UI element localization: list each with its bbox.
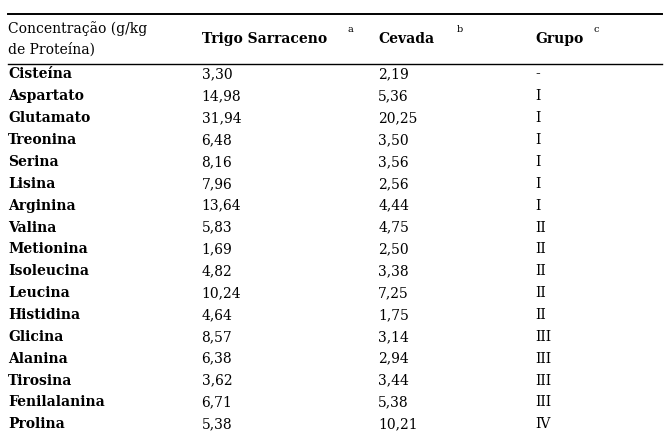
Text: I: I <box>535 177 541 191</box>
Text: 7,96: 7,96 <box>202 177 232 191</box>
Text: Glutamato: Glutamato <box>8 111 90 125</box>
Text: Grupo: Grupo <box>535 32 584 46</box>
Text: 3,56: 3,56 <box>379 155 409 169</box>
Text: II: II <box>535 308 546 322</box>
Text: c: c <box>594 25 600 34</box>
Text: Concentração (g/kg: Concentração (g/kg <box>8 21 147 36</box>
Text: 4,64: 4,64 <box>202 308 232 322</box>
Text: 5,38: 5,38 <box>202 418 232 431</box>
Text: 2,94: 2,94 <box>379 352 409 366</box>
Text: Histidina: Histidina <box>8 308 80 322</box>
Text: III: III <box>535 352 551 366</box>
Text: 4,75: 4,75 <box>379 220 409 234</box>
Text: Trigo Sarraceno: Trigo Sarraceno <box>202 32 327 46</box>
Text: Cisteína: Cisteína <box>8 68 72 82</box>
Text: 1,69: 1,69 <box>202 243 232 256</box>
Text: IV: IV <box>535 418 551 431</box>
Text: II: II <box>535 286 546 300</box>
Text: I: I <box>535 199 541 213</box>
Text: III: III <box>535 395 551 409</box>
Text: 13,64: 13,64 <box>202 199 241 213</box>
Text: de Proteína): de Proteína) <box>8 43 95 57</box>
Text: 20,25: 20,25 <box>379 111 417 125</box>
Text: I: I <box>535 111 541 125</box>
Text: 6,38: 6,38 <box>202 352 232 366</box>
Text: Treonina: Treonina <box>8 133 77 147</box>
Text: Tirosina: Tirosina <box>8 374 72 388</box>
Text: I: I <box>535 89 541 103</box>
Text: Metionina: Metionina <box>8 243 88 256</box>
Text: I: I <box>535 155 541 169</box>
Text: 5,36: 5,36 <box>379 89 409 103</box>
Text: 2,19: 2,19 <box>379 68 409 82</box>
Text: b: b <box>457 25 464 34</box>
Text: a: a <box>347 25 353 34</box>
Text: 7,25: 7,25 <box>379 286 409 300</box>
Text: III: III <box>535 374 551 388</box>
Text: 3,62: 3,62 <box>202 374 232 388</box>
Text: I: I <box>535 133 541 147</box>
Text: Prolina: Prolina <box>8 418 65 431</box>
Text: Serina: Serina <box>8 155 59 169</box>
Text: 31,94: 31,94 <box>202 111 241 125</box>
Text: II: II <box>535 243 546 256</box>
Text: 4,44: 4,44 <box>379 199 409 213</box>
Text: II: II <box>535 264 546 278</box>
Text: 3,50: 3,50 <box>379 133 409 147</box>
Text: Cevada: Cevada <box>379 32 434 46</box>
Text: Leucina: Leucina <box>8 286 70 300</box>
Text: 3,14: 3,14 <box>379 330 409 344</box>
Text: 10,21: 10,21 <box>379 418 418 431</box>
Text: 6,71: 6,71 <box>202 395 232 409</box>
Text: 14,98: 14,98 <box>202 89 241 103</box>
Text: Fenilalanina: Fenilalanina <box>8 395 105 409</box>
Text: Glicina: Glicina <box>8 330 64 344</box>
Text: -: - <box>535 68 540 82</box>
Text: II: II <box>535 220 546 234</box>
Text: 8,16: 8,16 <box>202 155 232 169</box>
Text: 10,24: 10,24 <box>202 286 241 300</box>
Text: III: III <box>535 330 551 344</box>
Text: 5,83: 5,83 <box>202 220 232 234</box>
Text: Valina: Valina <box>8 220 56 234</box>
Text: Aspartato: Aspartato <box>8 89 84 103</box>
Text: 2,50: 2,50 <box>379 243 409 256</box>
Text: Alanina: Alanina <box>8 352 68 366</box>
Text: 8,57: 8,57 <box>202 330 232 344</box>
Text: 4,82: 4,82 <box>202 264 232 278</box>
Text: Lisina: Lisina <box>8 177 56 191</box>
Text: Isoleucina: Isoleucina <box>8 264 89 278</box>
Text: Arginina: Arginina <box>8 199 76 213</box>
Text: 3,38: 3,38 <box>379 264 409 278</box>
Text: 1,75: 1,75 <box>379 308 409 322</box>
Text: 2,56: 2,56 <box>379 177 409 191</box>
Text: 3,30: 3,30 <box>202 68 232 82</box>
Text: 6,48: 6,48 <box>202 133 232 147</box>
Text: 5,38: 5,38 <box>379 395 409 409</box>
Text: 3,44: 3,44 <box>379 374 409 388</box>
